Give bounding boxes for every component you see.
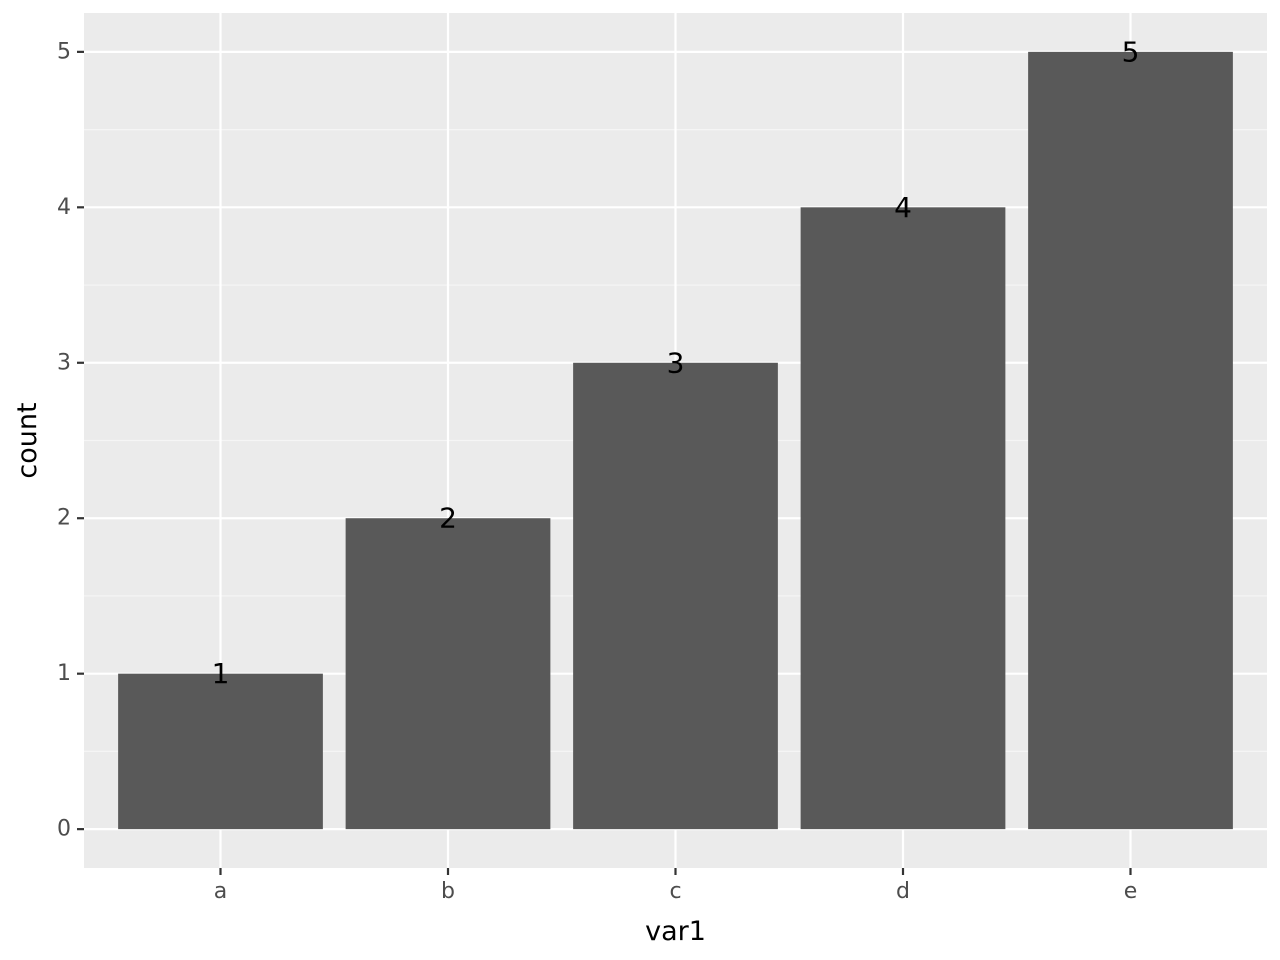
bar-e (1028, 51, 1233, 830)
data-label-a: 1 (212, 657, 230, 690)
data-label-d: 4 (894, 191, 912, 224)
data-label-c: 3 (667, 346, 685, 379)
y-tick-label: 2 (57, 506, 71, 531)
bar-b (345, 518, 551, 830)
y-tick-label: 5 (57, 39, 71, 64)
bar-c (573, 362, 778, 830)
x-axis-title: var1 (645, 916, 706, 947)
y-tick-label: 4 (57, 195, 71, 220)
y-axis: 0 1 2 3 4 5 (57, 39, 84, 842)
data-labels: 1 2 3 4 5 (212, 35, 1140, 690)
data-label-b: 2 (439, 502, 457, 535)
x-tick-label: d (896, 879, 910, 904)
bars (118, 51, 1233, 830)
bar-a (118, 673, 323, 830)
y-tick-label: 1 (57, 661, 71, 686)
y-axis-title: count (12, 402, 43, 478)
x-axis: a b c d e (214, 868, 1138, 904)
x-tick-label: b (441, 879, 455, 904)
bar-d (800, 207, 1006, 830)
y-tick-label: 0 (57, 817, 71, 842)
data-label-e: 5 (1122, 35, 1140, 68)
x-tick-label: a (214, 879, 227, 904)
y-tick-label: 3 (57, 350, 71, 375)
x-tick-label: e (1124, 879, 1138, 904)
x-tick-label: c (669, 879, 681, 904)
